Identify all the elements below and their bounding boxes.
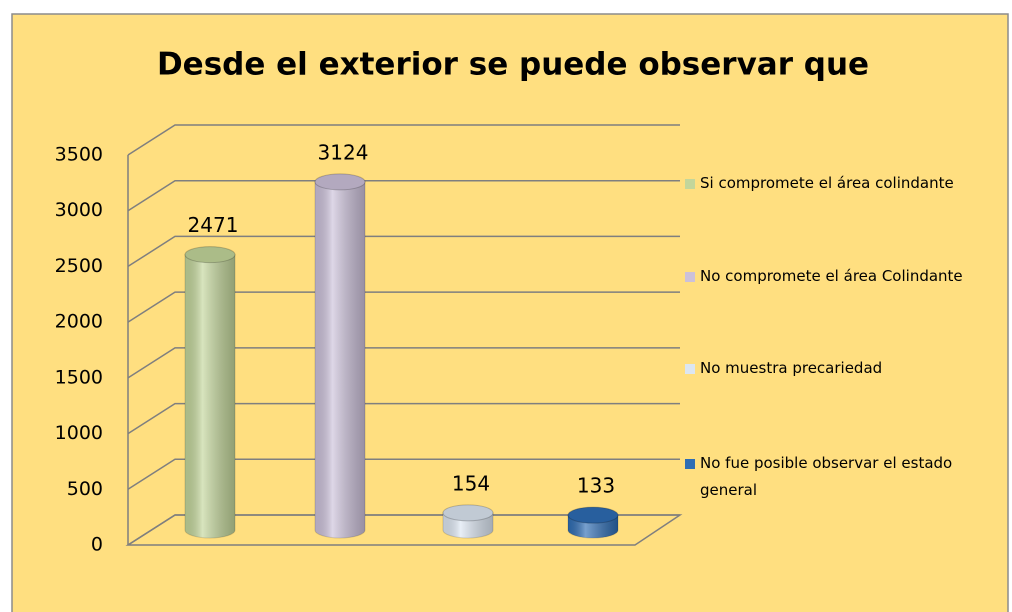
bar-shade (185, 254, 235, 538)
y-tick-label: 2000 (55, 311, 103, 333)
grid-line (127, 347, 680, 379)
legend-entry: No compromete el área Colindante (685, 263, 985, 290)
bar-top (442, 504, 494, 522)
legend-swatch (685, 364, 695, 374)
legend-label: No compromete el área Colindante (700, 267, 963, 285)
y-tick-label: 0 (91, 534, 103, 556)
legend-entry: Si compromete el área colindante (685, 170, 985, 197)
legend-label: No fue posible observar el estado genera… (700, 454, 953, 499)
data-label: 133 (577, 474, 615, 498)
data-label: 154 (452, 471, 490, 495)
grid-line (127, 514, 680, 546)
y-tick-label: 3500 (55, 144, 103, 166)
bar-top-shade (185, 246, 235, 263)
grid-line (127, 124, 680, 156)
data-label: 2471 (188, 213, 239, 237)
y-tick-label: 2500 (55, 255, 103, 277)
y-tick-label: 1000 (55, 422, 103, 444)
legend-label: Si compromete el área colindante (700, 174, 954, 192)
grid-line (127, 179, 680, 212)
y-tick-label: 1500 (55, 366, 103, 388)
legend-swatch (685, 179, 695, 189)
grid-line (127, 235, 680, 268)
legend-swatch (685, 459, 695, 469)
bar-top-shade (443, 504, 493, 521)
grid-line (127, 402, 680, 435)
legend-label: No muestra precariedad (700, 359, 883, 377)
bar-top (567, 506, 619, 524)
background (11, 13, 1009, 612)
legend-swatch (685, 272, 695, 282)
bar-top-shade (315, 173, 365, 190)
data-label: 3124 (318, 140, 369, 164)
bar-top-shade (568, 507, 618, 524)
grid-line (127, 458, 680, 490)
bar-top (314, 173, 366, 191)
y-tick-label: 500 (67, 478, 103, 500)
chart-title: Desde el exterior se puede observar que (157, 47, 869, 83)
grid-line (127, 291, 680, 323)
legend-entry: No fue posible observar el estado genera… (685, 450, 985, 504)
y-tick-label: 3000 (55, 199, 103, 221)
bar-top (184, 246, 236, 264)
bar-shade (315, 181, 365, 538)
legend-entry: No muestra precariedad (685, 355, 985, 382)
